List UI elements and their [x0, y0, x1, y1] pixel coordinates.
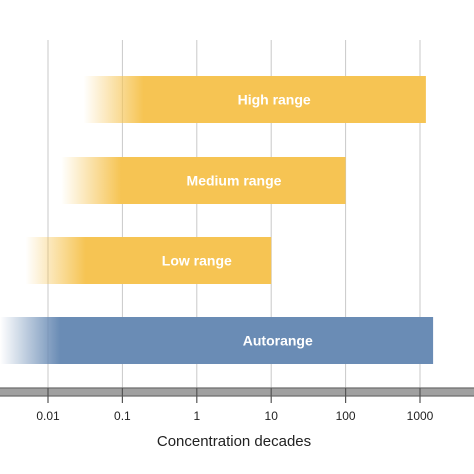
x-tick-label-5: 1000	[407, 409, 434, 423]
bar-low-range	[25, 237, 272, 284]
x-tick-label-0: 0.01	[36, 409, 60, 423]
x-axis-band	[0, 388, 474, 396]
bar-label-high-range: High range	[238, 92, 311, 108]
bar-medium-range	[61, 157, 346, 204]
x-tick-label-4: 100	[336, 409, 356, 423]
x-tick-label-3: 10	[265, 409, 279, 423]
x-tick-label-1: 0.1	[114, 409, 131, 423]
x-axis-title: Concentration decades	[157, 433, 311, 450]
x-tick-label-2: 1	[193, 409, 200, 423]
bar-label-medium-range: Medium range	[187, 173, 282, 189]
bar-high-range	[83, 76, 426, 123]
bar-label-low-range: Low range	[162, 253, 232, 269]
bar-label-autorange: Autorange	[243, 333, 313, 349]
bar-autorange	[0, 317, 434, 364]
